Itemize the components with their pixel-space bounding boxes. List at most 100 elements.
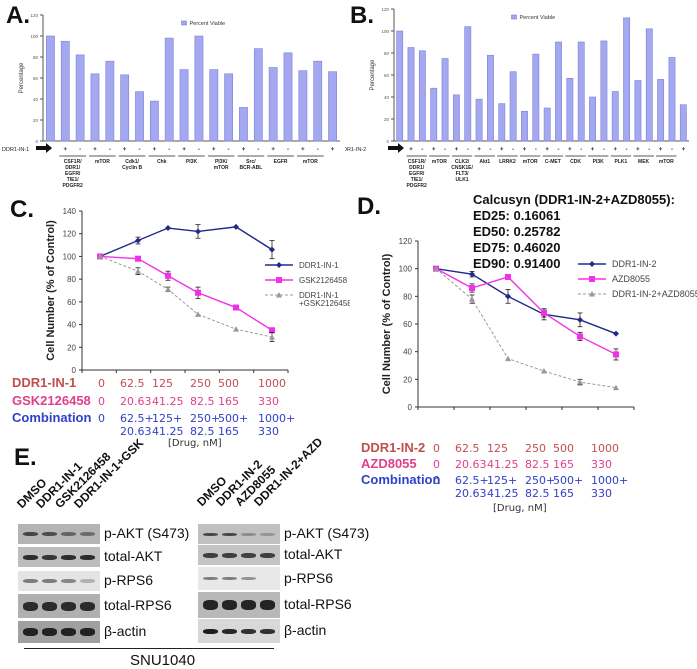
western-blot-right: DMSO DDR1-IN-2 AZD8055 DDR1-IN-2+AZD p-AKT (…	[190, 435, 370, 665]
group-label: DDR1/	[409, 165, 425, 171]
dose-value: 0	[433, 458, 440, 471]
group-label: PDGFR2	[63, 183, 84, 189]
dose-value: 1000+ 330	[258, 412, 296, 438]
arrow-shaft	[388, 146, 398, 150]
protein-band	[42, 554, 57, 560]
series-line	[99, 255, 273, 338]
group-label: Src/	[246, 159, 256, 165]
bar	[509, 71, 517, 142]
protein-band	[23, 628, 38, 636]
dose-value: 82.5	[525, 458, 550, 471]
protein-band	[23, 601, 38, 611]
y-tick-label: 60	[33, 76, 39, 81]
panel-b-bar-chart: 0 20 40 60 80 100 120 Percentage Percent Viable -…	[345, 7, 689, 189]
dose-value: 330	[591, 458, 612, 471]
y-tick-label: 20	[384, 117, 390, 122]
sign-label: -	[444, 147, 446, 153]
group-label: PI3K/	[215, 159, 228, 165]
protein-band	[203, 577, 218, 580]
legend-label: DDR1-IN-2	[612, 259, 657, 269]
bar	[577, 41, 585, 142]
data-point	[135, 255, 141, 262]
bar	[566, 78, 574, 142]
sign-label: +	[64, 147, 68, 153]
calcusyn-ed25: ED25: 0.16061	[473, 208, 561, 223]
group-label: CLK2/	[455, 159, 470, 165]
sign-label: -	[198, 147, 200, 153]
protein-band	[222, 577, 237, 580]
sign-label: +	[523, 147, 527, 153]
western-blot-left: DMSO DDR1-IN-1 GSK2126458 DDR1-IN-1+GSK p-AK…	[0, 436, 190, 665]
legend-label: AZD8055	[612, 274, 650, 284]
blot-strip	[198, 592, 280, 618]
bar	[120, 74, 130, 142]
data-point	[469, 285, 475, 292]
sign-label: -	[648, 147, 650, 153]
bar	[555, 41, 562, 142]
panel-a-bar-chart: 0 20 40 60 80 100 120 Percentage Percent Viable -…	[2, 13, 340, 189]
y-tick-label: 40	[384, 95, 390, 100]
dose-value: 500+ 165	[218, 412, 249, 438]
sign-label: +	[682, 147, 686, 153]
bar	[464, 26, 472, 142]
sign-label: +	[409, 147, 413, 153]
protein-band	[203, 600, 218, 610]
protein-band	[222, 628, 237, 634]
sign-label: -	[228, 147, 230, 153]
dose-value: 500	[218, 377, 239, 390]
blot-strip	[18, 621, 100, 643]
sign-label: -	[626, 147, 628, 153]
sign-label: -	[257, 147, 259, 153]
bar	[253, 48, 263, 142]
group-label: EGFR/	[409, 171, 425, 177]
protein-band	[203, 552, 218, 558]
bar	[418, 50, 426, 142]
sign-label: -	[79, 147, 81, 153]
data-point	[613, 384, 619, 391]
blot-row-label: β-actin	[284, 622, 327, 638]
sign-label: +	[455, 147, 459, 153]
y-tick-label: 0	[408, 403, 413, 412]
protein-band	[241, 600, 256, 610]
dose-value: 165	[553, 458, 574, 471]
data-point	[195, 228, 201, 235]
bar	[149, 100, 159, 142]
group-label: TIE1/	[67, 177, 80, 183]
sign-label: +	[93, 147, 97, 153]
protein-band	[42, 601, 57, 611]
series-line	[435, 267, 617, 335]
protein-band	[203, 628, 218, 634]
protein-band	[42, 628, 57, 636]
group-label: EGFR	[274, 159, 288, 165]
dose-value: 125	[152, 377, 173, 390]
data-point	[433, 265, 439, 272]
protein-band	[80, 601, 95, 611]
bar	[298, 70, 308, 142]
bar	[634, 80, 642, 142]
protein-band	[61, 579, 76, 583]
data-point	[541, 309, 547, 316]
data-point	[269, 334, 275, 340]
sign-label: +	[545, 147, 549, 153]
row-label: DDR1-IN-1	[2, 147, 29, 153]
dose-row-label: Combination	[12, 410, 92, 425]
data-point	[233, 304, 239, 311]
data-point	[165, 286, 171, 292]
sign-label: +	[182, 147, 186, 153]
bar	[498, 103, 506, 142]
dose-value: 82.5	[190, 395, 215, 408]
dose-value: 1000	[258, 377, 286, 390]
data-point	[577, 379, 583, 385]
data-point	[505, 355, 511, 362]
bar	[105, 60, 115, 142]
protein-band	[80, 554, 95, 560]
panel-e-letter: E.	[14, 444, 37, 471]
sign-label: +	[212, 147, 216, 153]
legend-label: GSK2126458	[299, 276, 348, 285]
y-tick-label: 60	[384, 73, 390, 78]
y-axis-label: Percentage	[19, 62, 25, 93]
legend-swatch	[511, 14, 517, 20]
sign-label: -	[489, 147, 491, 153]
dose-value: 1000+ 330	[591, 474, 629, 500]
group-label: mTOR	[95, 159, 110, 165]
